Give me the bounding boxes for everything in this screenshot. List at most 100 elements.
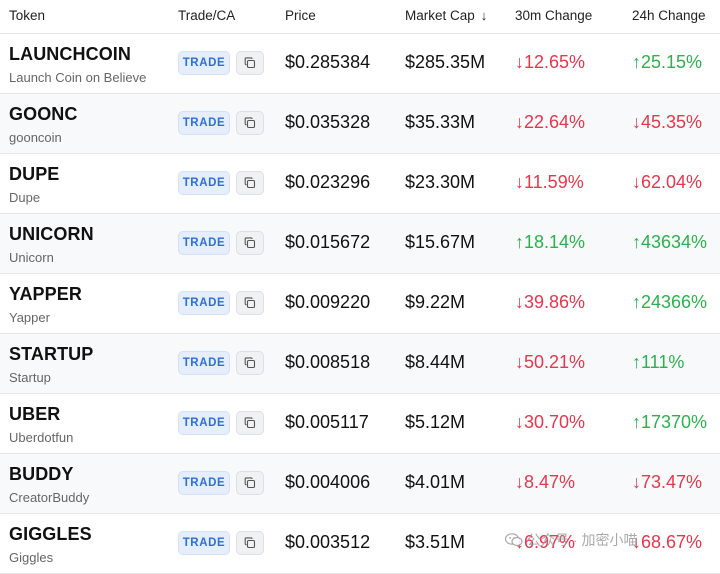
table-body: LAUNCHCOIN Launch Coin on Believe TRADE $0.… [0,34,720,574]
trade-button[interactable]: TRADE [178,291,230,315]
token-price: $0.035328 [285,112,371,132]
sort-desc-icon[interactable]: ↓ [480,8,488,23]
token-market-cap: $3.51M [405,532,466,552]
copy-icon [244,237,256,249]
table-row[interactable]: UNICORN Unicorn TRADE $0.015672 $15.67M ↑18.1… [0,214,720,274]
change-24h: ↑111% [632,352,685,372]
watermark: 公众号 · 加密小喵 [505,530,637,550]
token-market-cap: $285.35M [405,52,486,72]
copy-icon [244,297,256,309]
change-24h: ↓73.47% [632,472,703,492]
change-30m: ↓39.86% [515,292,586,312]
copy-ca-button[interactable] [236,351,264,375]
token-name: CreatorBuddy [9,490,90,505]
token-symbol: BUDDY [9,464,74,484]
copy-ca-button[interactable] [236,471,264,495]
header-market-cap-label: Market Cap [405,8,475,23]
header-24h-change[interactable]: 24h Change [632,8,706,23]
token-market-cap: $9.22M [405,292,466,312]
token-price: $0.009220 [285,292,371,312]
token-price: $0.285384 [285,52,371,72]
copy-ca-button[interactable] [236,231,264,255]
change-24h: ↑17370% [632,412,708,432]
token-market-cap: $35.33M [405,112,476,132]
copy-ca-button[interactable] [236,111,264,135]
trade-button[interactable]: TRADE [178,51,230,75]
token-price: $0.003512 [285,532,371,552]
change-30m: ↓6.97% [515,532,576,552]
token-name: Yapper [9,310,50,325]
change-24h: ↓45.35% [632,112,703,132]
token-symbol: STARTUP [9,344,94,364]
token-name: Launch Coin on Believe [9,70,147,85]
header-price[interactable]: Price [285,8,316,23]
copy-icon [244,117,256,129]
trade-button[interactable]: TRADE [178,231,230,255]
change-24h: ↑25.15% [632,52,703,72]
header-market-cap[interactable]: Market Cap ↓ [405,0,487,31]
table-header: Token Trade/CA Price Market Cap ↓ 30m Cha… [0,0,720,34]
change-30m: ↓11.59% [515,172,584,192]
change-30m: ↓50.21% [515,352,586,372]
watermark-text: 公众号 · 加密小喵 [527,532,638,548]
change-24h: ↓68.67% [632,532,703,552]
copy-ca-button[interactable] [236,531,264,555]
copy-icon [244,477,256,489]
trade-button[interactable]: TRADE [178,351,230,375]
token-market-cap: $8.44M [405,352,466,372]
wechat-icon [505,533,523,547]
trade-button[interactable]: TRADE [178,471,230,495]
table-row[interactable]: GOONC gooncoin TRADE $0.035328 $35.33M ↓22.64… [0,94,720,154]
trade-button[interactable]: TRADE [178,171,230,195]
change-24h: ↑24366% [632,292,708,312]
trade-button[interactable]: TRADE [178,411,230,435]
copy-icon [244,537,256,549]
copy-ca-button[interactable] [236,291,264,315]
change-30m: ↓8.47% [515,472,576,492]
token-price: $0.008518 [285,352,371,372]
token-symbol: YAPPER [9,284,82,304]
change-24h: ↑43634% [632,232,708,252]
header-token[interactable]: Token [9,8,46,23]
copy-ca-button[interactable] [236,171,264,195]
table-row[interactable]: UBER Uberdotfun TRADE $0.005117 $5.12M ↓30.70… [0,394,720,454]
token-name: gooncoin [9,130,62,145]
token-price: $0.005117 [285,412,369,432]
copy-icon [244,177,256,189]
copy-ca-button[interactable] [236,51,264,75]
token-name: Dupe [9,190,41,205]
token-symbol: GOONC [9,104,78,124]
token-name: Uberdotfun [9,430,74,445]
token-symbol: UNICORN [9,224,94,244]
token-market-cap: $4.01M [405,472,466,492]
table-row[interactable]: BUDDY CreatorBuddy TRADE $0.004006 $4.01M ↓8.… [0,454,720,514]
token-price: $0.015672 [285,232,371,252]
copy-icon [244,417,256,429]
table-row[interactable]: LAUNCHCOIN Launch Coin on Believe TRADE $0.… [0,34,720,94]
trade-button[interactable]: TRADE [178,111,230,135]
change-24h: ↓62.04% [632,172,703,192]
token-market-cap: $23.30M [405,172,476,192]
token-market-cap: $5.12M [405,412,466,432]
header-trade-ca: Trade/CA [178,8,236,23]
change-30m: ↓22.64% [515,112,586,132]
token-symbol: DUPE [9,164,60,184]
copy-ca-button[interactable] [236,411,264,435]
copy-icon [244,57,256,69]
change-30m: ↓30.70% [515,412,586,432]
table-row[interactable]: GIGGLES Giggles TRADE $0.003512 $3.51M ↓6.97%… [0,514,720,574]
token-name: Unicorn [9,250,54,265]
trade-button[interactable]: TRADE [178,531,230,555]
token-symbol: UBER [9,404,61,424]
table-row[interactable]: DUPE Dupe TRADE $0.023296 $23.30M ↓11.59% ↓62.… [0,154,720,214]
token-name: Giggles [9,550,54,565]
change-30m: ↑18.14% [515,232,586,252]
table-row[interactable]: YAPPER Yapper TRADE $0.009220 $9.22M ↓39.86% ↑… [0,274,720,334]
token-price: $0.023296 [285,172,371,192]
table-row[interactable]: STARTUP Startup TRADE $0.008518 $8.44M ↓50.21… [0,334,720,394]
token-market-cap: $15.67M [405,232,476,252]
header-30m-change[interactable]: 30m Change [515,8,593,23]
change-30m: ↓12.65% [515,52,586,72]
token-name: Startup [9,370,51,385]
